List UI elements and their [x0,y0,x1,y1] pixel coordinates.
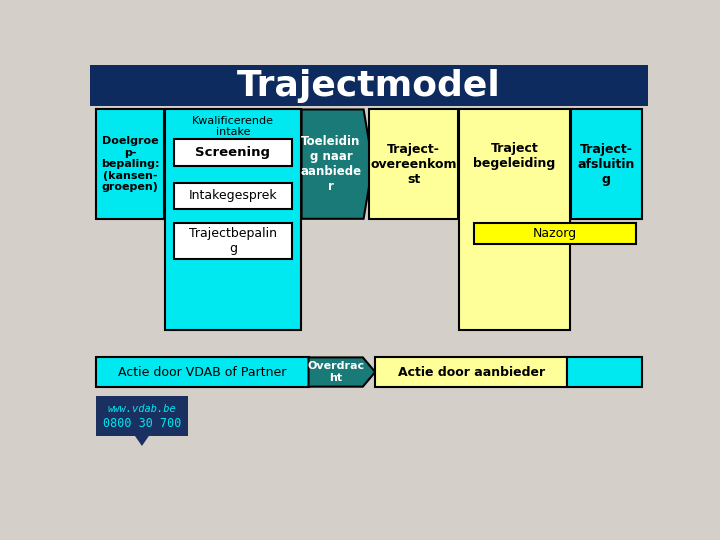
Text: Actie door VDAB of Partner: Actie door VDAB of Partner [118,366,287,379]
FancyBboxPatch shape [567,357,642,387]
FancyBboxPatch shape [96,396,188,436]
Text: 0800 30 700: 0800 30 700 [103,417,181,430]
FancyBboxPatch shape [459,110,570,330]
Text: Trajectbepalin
g: Trajectbepalin g [189,227,277,255]
FancyBboxPatch shape [570,110,642,219]
FancyBboxPatch shape [375,357,567,387]
Text: Trajectmodel: Trajectmodel [237,69,501,103]
FancyBboxPatch shape [474,222,636,244]
Text: Traject-
afsluitin
g: Traject- afsluitin g [577,143,635,186]
FancyBboxPatch shape [174,183,292,209]
Text: Toeleidin
g naar
aanbiede
r: Toeleidin g naar aanbiede r [300,135,361,193]
Text: Actie door aanbieder: Actie door aanbieder [397,366,545,379]
Text: Traject-
overeenkom
st: Traject- overeenkom st [370,143,456,186]
Text: Nazorg: Nazorg [533,227,577,240]
Polygon shape [309,357,375,387]
Text: Doelgroe
p-
bepaling:
(kansen-
groepen): Doelgroe p- bepaling: (kansen- groepen) [101,136,160,192]
Text: Screening: Screening [196,146,271,159]
Text: Traject
begeleiding: Traject begeleiding [473,141,555,170]
Text: www.vdab.be: www.vdab.be [107,404,176,414]
FancyBboxPatch shape [96,357,309,387]
Text: Overdrac
ht: Overdrac ht [307,361,364,383]
Text: Intakegesprek: Intakegesprek [189,189,277,202]
FancyBboxPatch shape [174,139,292,166]
FancyBboxPatch shape [90,65,648,106]
FancyBboxPatch shape [165,110,301,330]
FancyBboxPatch shape [96,110,164,219]
Polygon shape [302,110,373,219]
FancyBboxPatch shape [369,110,458,219]
FancyBboxPatch shape [174,224,292,259]
Polygon shape [135,436,149,446]
Text: Kwalificerende
intake: Kwalificerende intake [192,116,274,137]
